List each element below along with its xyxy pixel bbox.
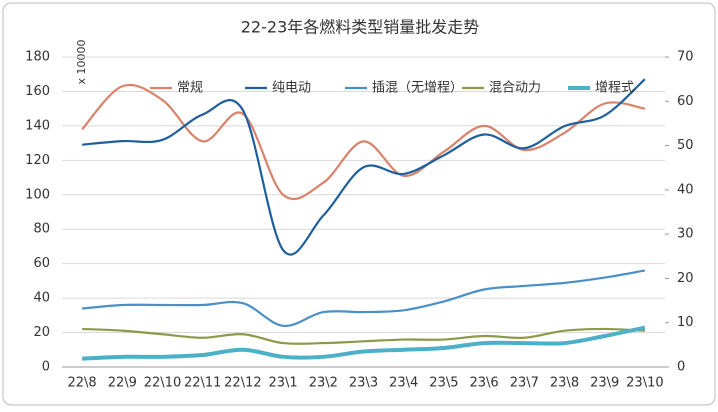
series-line <box>82 269 646 327</box>
series-line <box>82 78 646 256</box>
y2-tick-label: 20 <box>677 271 694 286</box>
y2-tick-label: 60 <box>677 94 694 109</box>
legend-label: 插混（无增程） <box>372 81 463 96</box>
y-tick-label: 80 <box>33 222 50 237</box>
y-tick-label: 120 <box>25 153 50 168</box>
series-line <box>81 83 646 201</box>
y-tick-label: 0 <box>42 360 50 375</box>
y2-tick-label: 40 <box>677 182 694 197</box>
unit-label: x 10000 <box>75 39 88 84</box>
series-line <box>82 325 646 361</box>
x-tick-label: 22\12 <box>224 376 261 391</box>
x-tick-label: 23\1 <box>268 376 297 391</box>
x-tick-label: 23\3 <box>349 376 378 391</box>
x-tick-label: 22\10 <box>144 376 181 391</box>
x-tick-label: 22\8 <box>67 376 96 391</box>
y-tick-label: 100 <box>25 187 50 202</box>
x-tick-label: 23\2 <box>309 376 338 391</box>
y-tick-label: 160 <box>25 84 50 99</box>
y-tick-label: 40 <box>33 291 50 306</box>
legend-label: 增程式 <box>595 81 634 96</box>
x-tick-label: 23\5 <box>429 376 458 391</box>
y-tick-label: 20 <box>33 325 50 340</box>
y-tick-label: 60 <box>33 256 50 271</box>
y2-tick-label: 10 <box>677 315 694 330</box>
y-tick-label: 180 <box>25 50 50 65</box>
y2-tick-label: 70 <box>677 50 694 65</box>
x-tick-label: 22\9 <box>108 376 137 391</box>
chart-title: 22-23年各燃料类型销量批发走势 <box>241 18 480 37</box>
y2-tick-label: 0 <box>677 360 685 375</box>
x-tick-label: 23\4 <box>389 376 418 391</box>
x-tick-label: 23\7 <box>510 376 539 391</box>
series-line <box>82 327 645 345</box>
legend-label: 纯电动 <box>272 81 311 96</box>
y-tick-label: 140 <box>25 118 50 133</box>
legend-label: 常规 <box>177 81 203 96</box>
y2-tick-label: 50 <box>677 138 694 153</box>
x-tick-label: 23\10 <box>626 376 663 391</box>
y2-tick-label: 30 <box>677 227 694 242</box>
x-tick-label: 22\11 <box>184 376 221 391</box>
legend-label: 混合动力 <box>489 81 541 96</box>
chart-frame <box>2 2 716 406</box>
x-tick-label: 23\6 <box>469 376 498 391</box>
x-tick-label: 23\9 <box>590 376 619 391</box>
x-tick-label: 23\8 <box>550 376 579 391</box>
